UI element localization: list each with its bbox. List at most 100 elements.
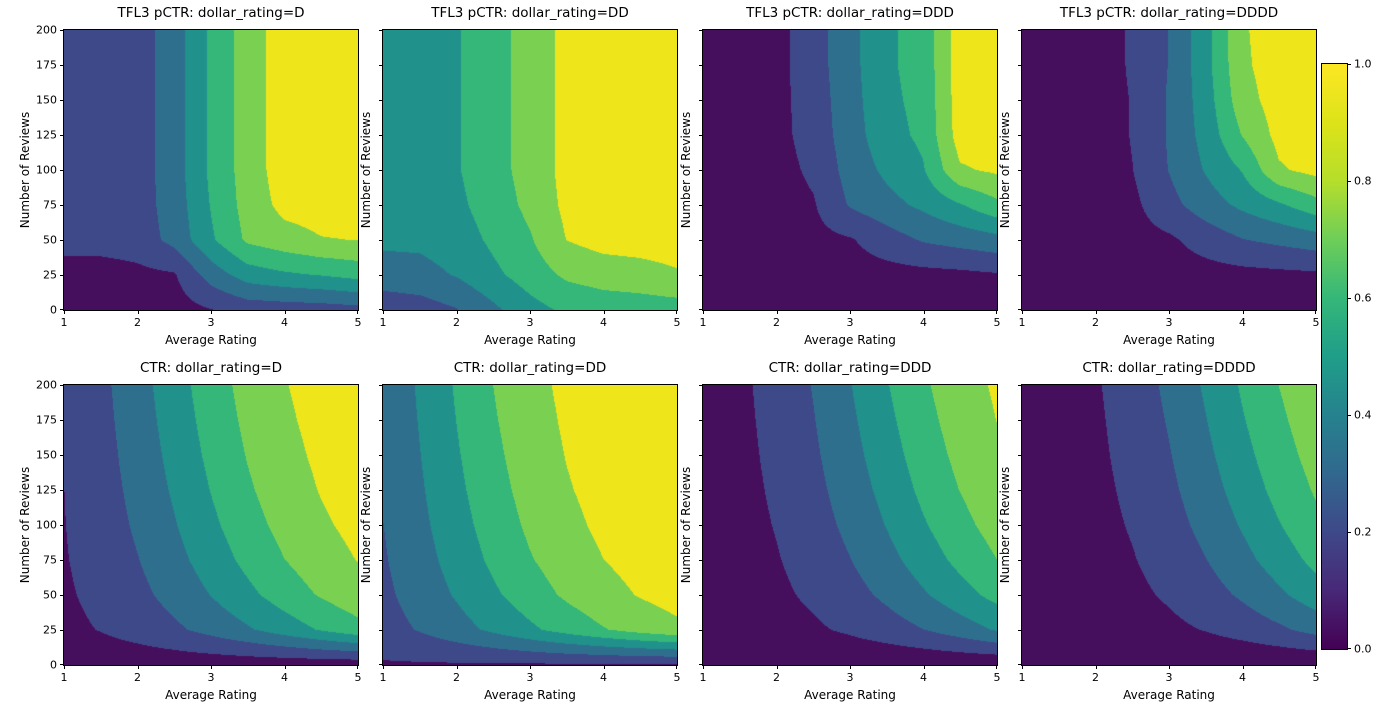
x-tick-label: 1 xyxy=(379,316,387,329)
y-tick-label: 0 xyxy=(50,658,57,672)
y-tick-mark xyxy=(379,275,383,276)
colorbar-tick-mark xyxy=(1347,64,1351,65)
y-tick-mark xyxy=(699,100,703,101)
colorbar-tick-mark xyxy=(1347,298,1351,299)
x-tick-label: 4 xyxy=(600,671,607,684)
y-tick-label: 150 xyxy=(36,448,57,462)
y-tick-label: 75 xyxy=(43,553,57,567)
y-tick-mark xyxy=(1018,385,1022,386)
plot-area xyxy=(1021,29,1317,311)
y-tick-mark xyxy=(1018,455,1022,456)
x-tick-mark xyxy=(211,310,212,314)
y-axis-label: Number of Reviews xyxy=(998,111,1012,229)
x-tick-mark xyxy=(703,665,704,669)
y-tick-label: 50 xyxy=(43,233,57,247)
contour-canvas xyxy=(383,30,677,310)
y-tick-mark xyxy=(60,385,64,386)
y-tick-mark xyxy=(1018,100,1022,101)
x-tick-mark xyxy=(676,665,677,669)
y-tick-mark xyxy=(1018,630,1022,631)
panel-title: TFL3 pCTR: dollar_rating=D xyxy=(117,5,305,21)
y-tick-mark xyxy=(379,385,383,386)
contour-panel-ctr-dddd: CTR: dollar_rating=DDDD Number of Review… xyxy=(998,360,1320,702)
contour-canvas xyxy=(703,30,997,310)
x-tick-mark xyxy=(996,310,997,314)
colorbar-tick-label: 0.8 xyxy=(1354,174,1372,188)
x-tick-label: 2 xyxy=(773,671,780,684)
x-tick-mark xyxy=(1095,665,1097,669)
y-tick-mark xyxy=(1018,275,1022,276)
x-tick-mark xyxy=(357,310,358,314)
x-tick-mark xyxy=(64,665,65,669)
y-tick-mark xyxy=(699,309,703,310)
x-tick-mark xyxy=(530,665,531,669)
y-tick-label: 200 xyxy=(36,23,57,37)
y-tick-label: 25 xyxy=(43,268,57,282)
y-axis-label: Number of Reviews xyxy=(18,466,32,584)
panel-title: TFL3 pCTR: dollar_rating=DDDD xyxy=(1059,5,1279,21)
y-tick-mark xyxy=(699,664,703,665)
y-tick-mark xyxy=(1018,595,1022,596)
x-tick-mark xyxy=(1242,665,1244,669)
contour-canvas xyxy=(383,385,677,665)
y-tick-mark xyxy=(379,525,383,526)
y-tick-mark xyxy=(60,309,64,310)
x-tick-label: 4 xyxy=(1239,671,1246,684)
y-tick-mark xyxy=(60,420,64,421)
y-tick-mark xyxy=(699,385,703,386)
y-tick-mark xyxy=(1018,240,1022,241)
y-tick-mark xyxy=(1018,205,1022,206)
y-tick-mark xyxy=(379,170,383,171)
x-axis-label: Average Rating xyxy=(165,688,257,702)
x-tick-label: 4 xyxy=(281,316,288,329)
y-tick-mark xyxy=(699,630,703,631)
contour-canvas xyxy=(64,30,358,310)
x-tick-label: 2 xyxy=(453,671,460,684)
plot-area xyxy=(1021,384,1317,666)
colorbar-tick-mark xyxy=(1347,648,1351,649)
x-tick-label: 1 xyxy=(699,316,707,329)
x-tick-label: 4 xyxy=(920,316,927,329)
x-tick-label: 2 xyxy=(134,316,141,329)
y-tick-mark xyxy=(1018,135,1022,136)
panel-title: TFL3 pCTR: dollar_rating=DDD xyxy=(746,5,954,21)
y-tick-mark xyxy=(1018,420,1022,421)
y-axis-label: Number of Reviews xyxy=(359,111,373,229)
colorbar: 0.0 0.2 0.4 0.6 0.8 1.0 xyxy=(1321,58,1372,656)
y-tick-mark xyxy=(1018,309,1022,310)
contour-canvas xyxy=(1022,30,1316,310)
x-tick-label: 1 xyxy=(1018,671,1026,684)
x-tick-mark xyxy=(284,665,286,669)
y-tick-label: 0 xyxy=(50,303,57,317)
y-tick-mark xyxy=(379,135,383,136)
x-tick-label: 3 xyxy=(207,316,215,329)
y-tick-mark xyxy=(379,420,383,421)
y-tick-mark xyxy=(60,455,64,456)
x-tick-label: 4 xyxy=(281,671,288,684)
y-tick-mark xyxy=(379,100,383,101)
y-tick-mark xyxy=(1018,170,1022,171)
x-tick-label: 5 xyxy=(673,316,681,329)
colorbar-tick-label: 0.4 xyxy=(1354,408,1372,422)
x-tick-mark xyxy=(1169,310,1170,314)
y-tick-mark xyxy=(379,205,383,206)
x-tick-mark xyxy=(357,665,358,669)
x-tick-mark xyxy=(996,665,997,669)
x-tick-mark xyxy=(284,310,286,314)
y-tick-mark xyxy=(60,275,64,276)
x-tick-label: 1 xyxy=(60,316,68,329)
y-tick-mark xyxy=(379,309,383,310)
plot-area xyxy=(382,29,678,311)
y-tick-mark xyxy=(699,455,703,456)
colorbar-tick-label: 1.0 xyxy=(1354,57,1372,71)
y-tick-mark xyxy=(379,490,383,491)
x-tick-label: 5 xyxy=(1312,316,1320,329)
x-tick-mark xyxy=(1242,310,1244,314)
x-tick-label: 1 xyxy=(60,671,68,684)
contour-canvas xyxy=(703,385,997,665)
x-tick-label: 2 xyxy=(453,316,460,329)
x-tick-mark xyxy=(923,665,925,669)
panel-title: CTR: dollar_rating=DDD xyxy=(768,360,932,376)
x-tick-label: 3 xyxy=(1165,316,1173,329)
x-tick-label: 4 xyxy=(920,671,927,684)
